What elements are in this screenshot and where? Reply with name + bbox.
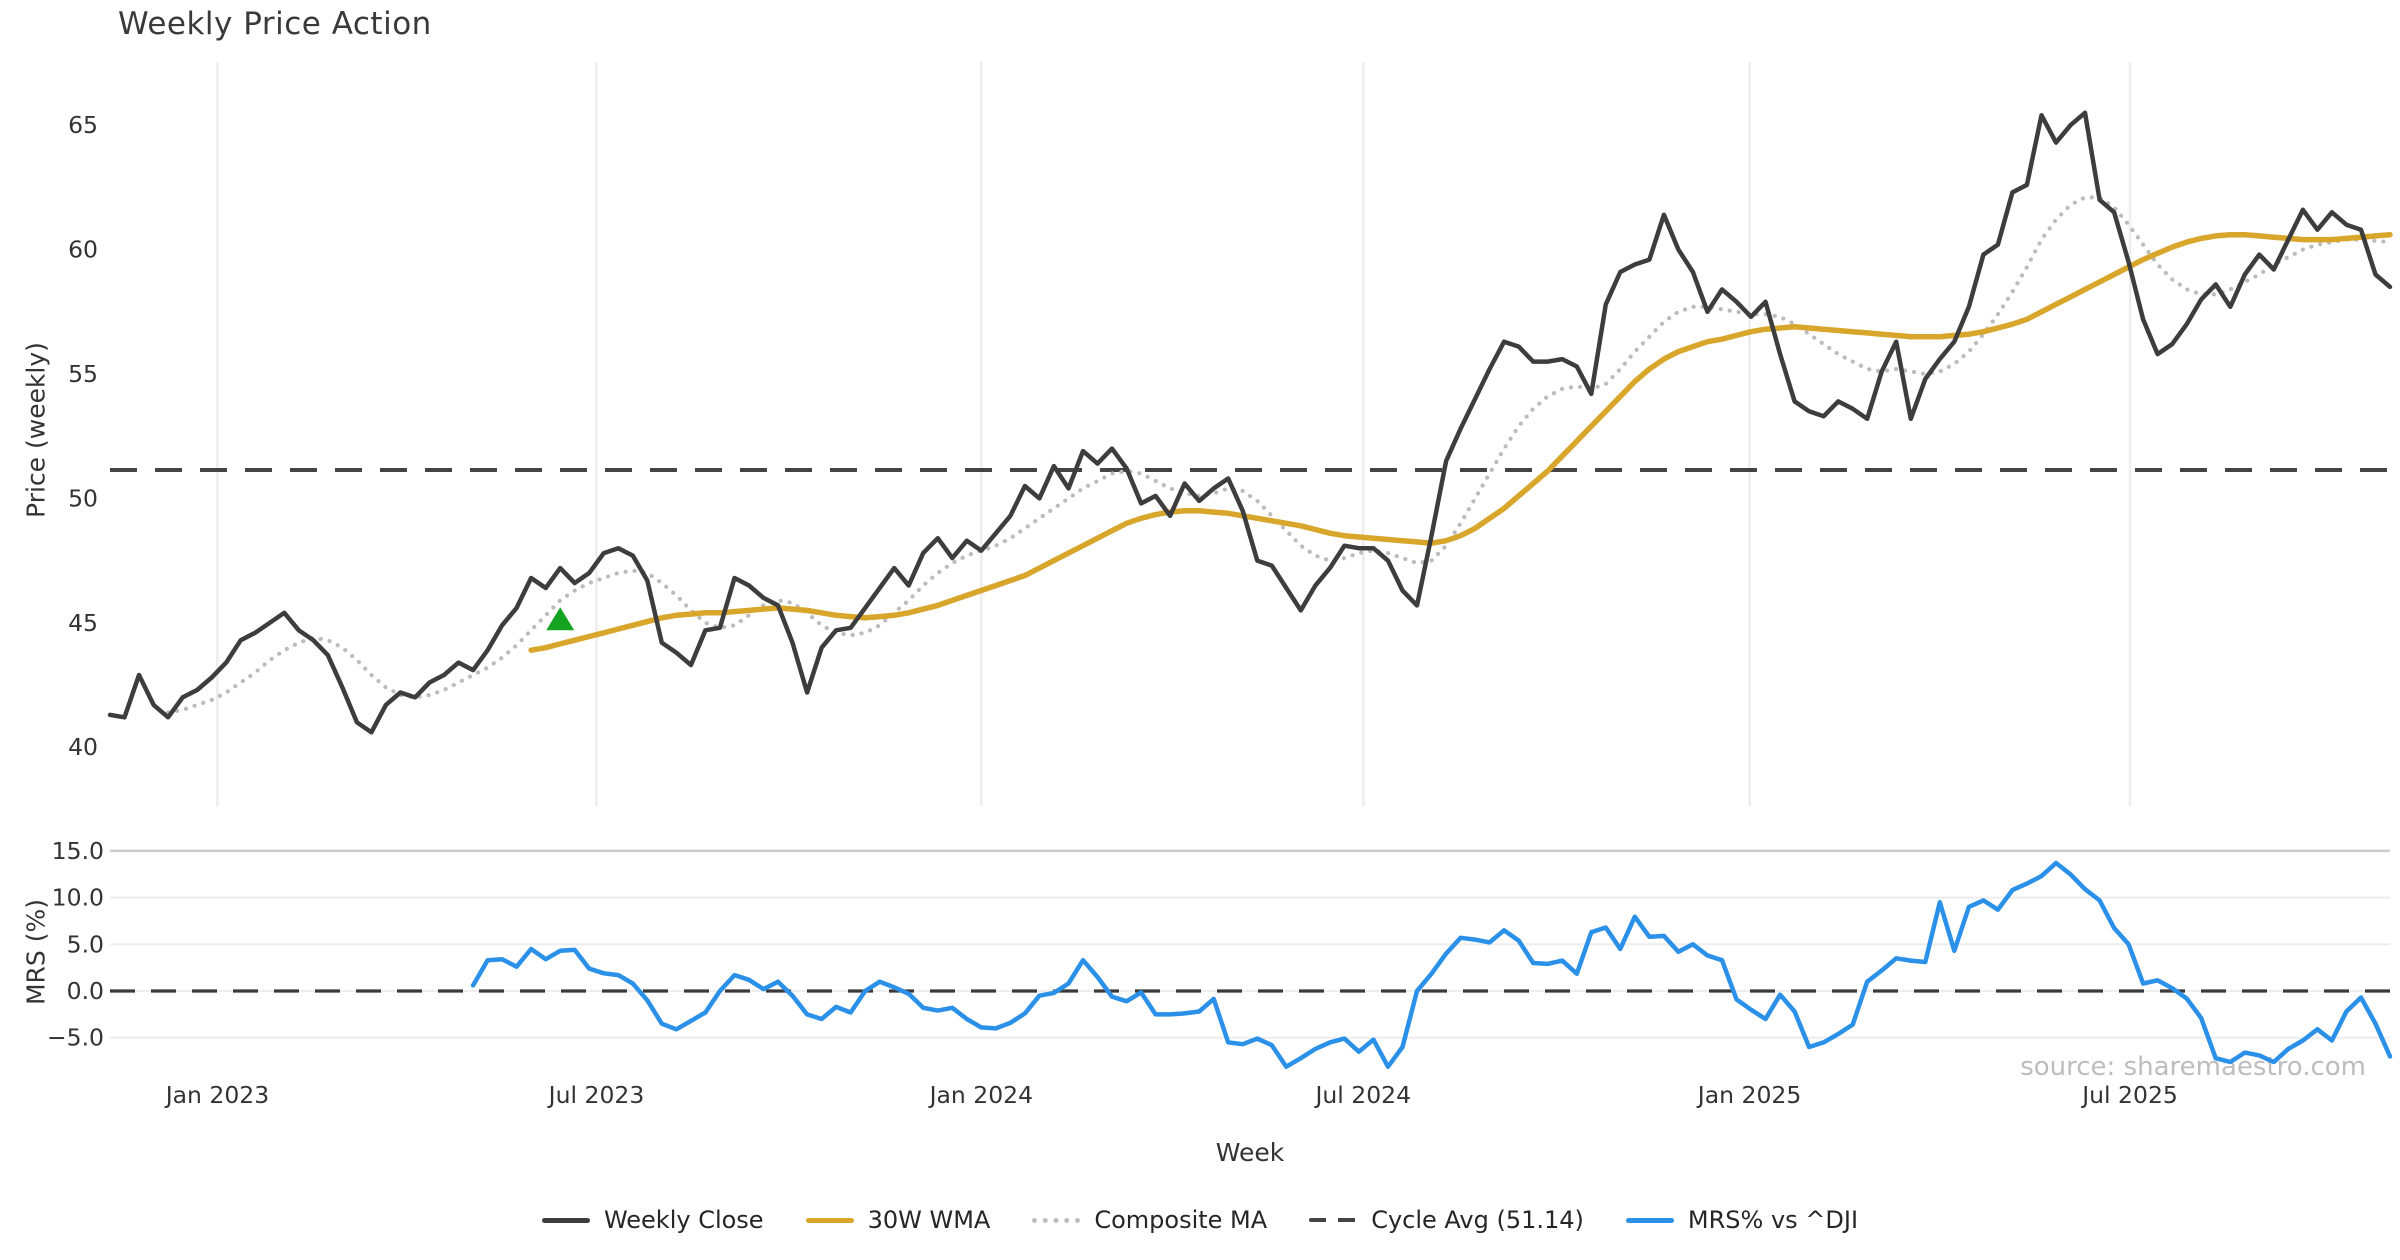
wma-line-swatch-icon bbox=[805, 1217, 854, 1223]
legend-label-composite-ma: Composite MA bbox=[1094, 1206, 1268, 1234]
legend-item-composite-ma: Composite MA bbox=[1032, 1206, 1267, 1234]
price-y-axis-label: Price (weekly) bbox=[21, 342, 51, 518]
composite-ma-line bbox=[166, 195, 2393, 715]
wma-line bbox=[528, 231, 2393, 653]
weekly-close-line bbox=[107, 110, 2393, 735]
mrs-tick-label: −5.0 bbox=[47, 1024, 104, 1052]
mrs-tick-label: 0.0 bbox=[67, 977, 104, 1005]
buy-signal-marker-icon bbox=[546, 607, 575, 631]
legend-label-cycle-avg: Cycle Avg (51.14) bbox=[1371, 1206, 1584, 1234]
mrs-tick-label: 15.0 bbox=[52, 837, 104, 865]
x-tick-label: Jul 2024 bbox=[1313, 1081, 1411, 1109]
weekly-close-line-swatch-icon bbox=[541, 1217, 590, 1223]
legend-item-cycle-avg: Cycle Avg (51.14) bbox=[1309, 1206, 1584, 1234]
cycle-avg-line-swatch-icon bbox=[1309, 1218, 1358, 1222]
mrs-y-axis-label: MRS (%) bbox=[21, 898, 51, 1006]
legend-item-weekly-close: Weekly Close bbox=[541, 1206, 764, 1234]
composite-ma-line-swatch-icon bbox=[1032, 1217, 1081, 1223]
x-tick-label: Jul 2023 bbox=[547, 1081, 645, 1109]
legend-label-30w-wma: 30W WMA bbox=[867, 1206, 991, 1234]
price-tick-label: 55 bbox=[68, 360, 98, 388]
x-tick-label: Jan 2024 bbox=[928, 1081, 1034, 1109]
x-tick-label: Jan 2023 bbox=[164, 1081, 270, 1109]
mrs-line bbox=[470, 860, 2393, 1069]
chart-title: Weekly Price Action bbox=[118, 6, 432, 42]
legend-label-mrs: MRS% vs ^DJI bbox=[1687, 1206, 1859, 1234]
chart-legend: Weekly Close 30W WMA Composite MA Cycle … bbox=[0, 1206, 2400, 1234]
mrs-line-swatch-icon bbox=[1625, 1217, 1674, 1223]
price-tick-label: 50 bbox=[68, 484, 98, 512]
mrs-tick-label: 10.0 bbox=[52, 884, 104, 912]
x-tick-label: Jul 2025 bbox=[2080, 1081, 2178, 1109]
price-tick-label: 65 bbox=[68, 111, 98, 139]
legend-item-mrs: MRS% vs ^DJI bbox=[1625, 1206, 1859, 1234]
x-tick-label: Jan 2025 bbox=[1696, 1081, 1802, 1109]
x-axis-label: Week bbox=[1215, 1138, 1285, 1167]
price-tick-label: 60 bbox=[68, 236, 98, 264]
source-attribution: source: sharemaestro.com bbox=[2020, 1052, 2366, 1082]
price-tick-label: 45 bbox=[68, 609, 98, 637]
price-tick-label: 40 bbox=[68, 733, 98, 761]
mrs-tick-label: 5.0 bbox=[67, 930, 104, 958]
legend-label-weekly-close: Weekly Close bbox=[603, 1206, 764, 1234]
legend-item-30w-wma: 30W WMA bbox=[805, 1206, 991, 1234]
